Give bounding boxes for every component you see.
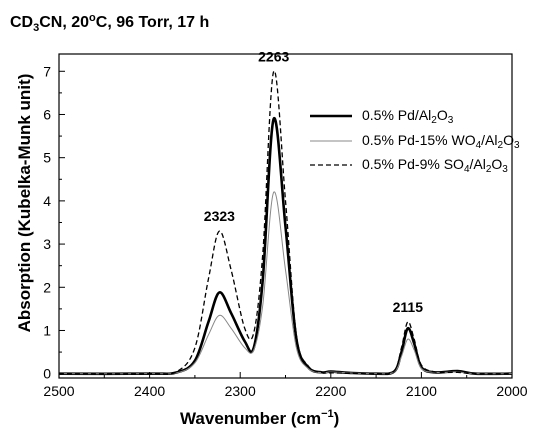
x-tick-label: 2100 [406, 383, 437, 399]
legend-entry-pd-so4: 0.5% Pd-9% SO4/Al2O3 [362, 156, 508, 175]
x-tick-label: 2300 [225, 383, 256, 399]
series-line-2 [58, 191, 513, 375]
peak-label: 2263 [258, 48, 289, 64]
y-tick-label: 6 [43, 106, 51, 122]
x-tick-label: 2400 [134, 383, 165, 399]
y-tick-label: 3 [43, 236, 51, 252]
y-tick-label: 4 [43, 193, 51, 209]
x-axis-label: Wavenumber (cm−1) [180, 408, 340, 428]
y-tick-label: 1 [43, 322, 51, 338]
legend-entry-pd-al2o3: 0.5% Pd/Al2O3 [362, 107, 454, 126]
peak-label: 2115 [393, 299, 424, 315]
x-tick-label: 2500 [43, 383, 74, 399]
x-tick-label: 2200 [315, 383, 346, 399]
y-tick-label: 0 [43, 366, 51, 382]
legend-entry-pd-wo4: 0.5% Pd-15% WO4/Al2O3 [362, 132, 520, 151]
y-tick-label: 5 [43, 150, 51, 166]
y-tick-label: 7 [43, 63, 51, 79]
y-axis-label: Absorption (Kubelka-Munk unit) [15, 73, 34, 333]
series-line-1 [58, 117, 513, 376]
y-tick-label: 2 [43, 279, 51, 295]
x-tick-label: 2000 [496, 383, 527, 399]
series-line-3 [58, 70, 513, 375]
chart-title: CD3CN, 20oC, 96 Torr, 17 h [10, 12, 210, 34]
peak-label: 2323 [204, 208, 235, 224]
